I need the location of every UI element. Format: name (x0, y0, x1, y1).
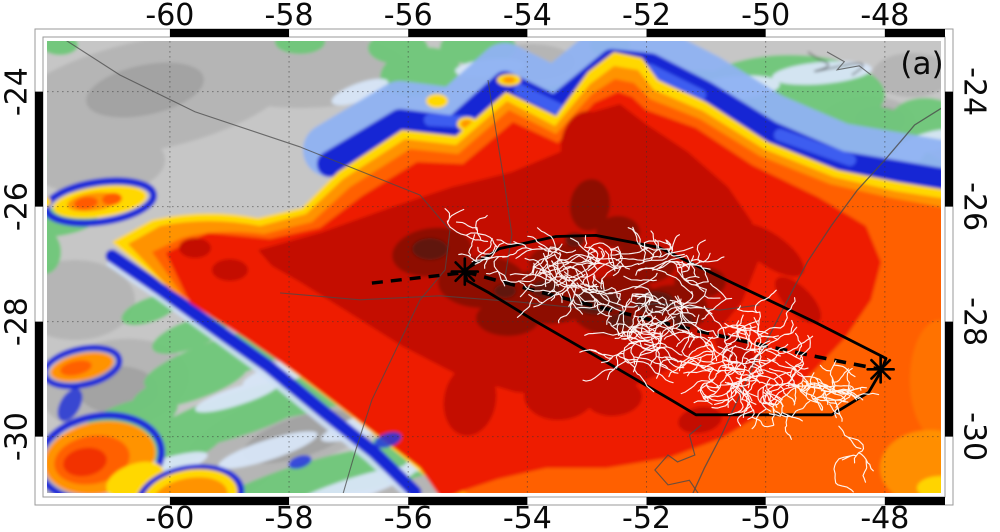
x-tick-label-bottom: -54 (503, 501, 552, 532)
x-tick-label-bottom: -60 (145, 501, 194, 532)
degree-bar-bottom (646, 497, 766, 505)
flash-channel-group-northwest-cluster (444, 208, 725, 336)
y-tick-label-right: -30 (957, 412, 992, 461)
x-tick-label-bottom: -52 (622, 501, 671, 532)
x-tick-label-top: -50 (741, 0, 790, 33)
degree-bar-bottom (408, 497, 528, 505)
storm-annotations (371, 208, 895, 493)
track-markers (450, 257, 895, 384)
x-tick-label-top: -58 (265, 0, 314, 33)
y-tick-label-right: -28 (957, 297, 992, 346)
x-tick-label-top: -56 (384, 0, 433, 33)
flash-channel-group-mid-track-cluster (608, 290, 719, 379)
map-plot-area (47, 41, 941, 493)
y-tick-label-left: -26 (0, 182, 35, 231)
y-tick-label-left: -30 (0, 412, 35, 461)
country-state-borders (66, 41, 941, 493)
degree-bar-top (884, 29, 945, 37)
x-tick-label-bottom: -58 (265, 501, 314, 532)
lightning-flash-traces (444, 208, 880, 493)
axis-frame (34, 28, 954, 506)
border-river-line (280, 292, 760, 311)
degree-bar-top (408, 29, 528, 37)
flash-channel-group-southeast-cluster (579, 282, 880, 493)
y-tick-label-left: -24 (0, 67, 35, 116)
storm-track-dashed-line (464, 269, 881, 372)
y-tick-label-left: -28 (0, 297, 35, 346)
degree-bar-left (35, 321, 43, 437)
lagoon-outline (654, 424, 702, 493)
x-tick-label-top: -48 (860, 0, 909, 33)
x-tick-label-top: -52 (622, 0, 671, 33)
y-tick-label-right: -26 (957, 182, 992, 231)
x-tick-label-top: -60 (145, 0, 194, 33)
x-tick-label-bottom: -56 (384, 501, 433, 532)
degree-bar-bottom (884, 497, 945, 505)
track-end-marker (866, 355, 895, 384)
degree-bar-bottom (169, 497, 290, 505)
x-tick-label-bottom: -48 (860, 501, 909, 532)
degree-bar-right (945, 321, 953, 437)
border-river-line (66, 41, 451, 493)
coastline (692, 107, 941, 493)
degree-bar-top (169, 29, 290, 37)
degree-bar-top (646, 29, 766, 37)
lightning-polygon (462, 234, 888, 417)
border-river-line (487, 80, 513, 280)
border-river-line (826, 51, 872, 76)
degree-bar-right (945, 91, 953, 207)
y-tick-label-right: -24 (957, 67, 992, 116)
x-tick-label-bottom: -50 (741, 501, 790, 532)
track-start-marker (450, 257, 480, 286)
panel-label: (a) (900, 46, 943, 82)
degree-bar-left (35, 91, 43, 207)
track-lead-dashed-segment (371, 271, 459, 285)
x-tick-label-top: -54 (503, 0, 552, 33)
